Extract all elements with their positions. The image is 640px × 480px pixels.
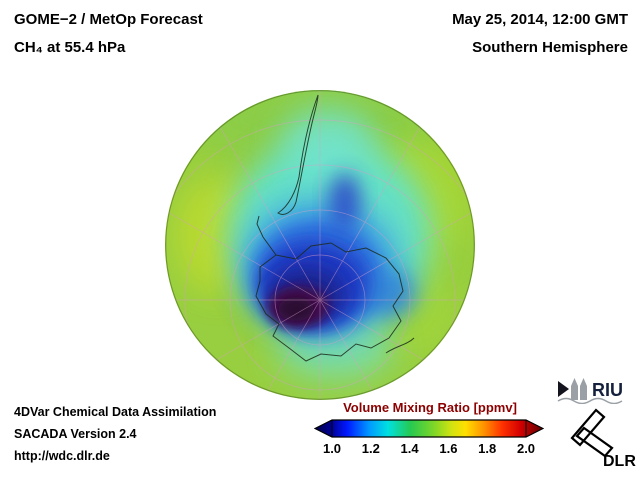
riu-text: RIU xyxy=(592,380,623,400)
header-right: May 25, 2014, 12:00 GMT Southern Hemisph… xyxy=(452,11,628,56)
instrument-title: GOME−2 / MetOp Forecast xyxy=(14,11,203,28)
dlr-text: DLR xyxy=(603,453,636,470)
riu-logo-svg: RIU xyxy=(557,378,623,405)
coastline-antarctica xyxy=(255,242,404,362)
header-left: GOME−2 / MetOp Forecast CH₄ at 55.4 hPa xyxy=(14,11,203,56)
riu-wave-icon xyxy=(557,397,623,405)
colorbar-tick-labels: 1.0 1.2 1.4 1.6 1.8 2.0 xyxy=(314,441,546,457)
coastline-lower-right xyxy=(385,337,415,354)
colorbar-tick-label: 1.4 xyxy=(400,441,419,456)
riu-cathedral-icon xyxy=(571,378,587,400)
colorbar-tick-label: 1.0 xyxy=(322,441,342,456)
version-label: SACADA Version 2.4 xyxy=(14,427,137,441)
dlr-logo: DLR xyxy=(566,404,638,475)
dlr-logo-svg: DLR xyxy=(570,408,636,470)
species-pressure-label: CH₄ at 55.4 hPa xyxy=(14,39,126,56)
colorbar-tick-label: 2.0 xyxy=(516,441,536,456)
url-label: http://wdc.dlr.de xyxy=(14,449,110,463)
hemisphere-map xyxy=(160,85,480,405)
colorbar: Volume Mixing Ratio [ppmv] 1.0 1.2 1.4 1.6 1… xyxy=(314,400,546,457)
globe-svg xyxy=(165,90,475,400)
riu-arrow-icon xyxy=(558,381,569,397)
footer-info: 4DVar Chemical Data Assimilation SACADA … xyxy=(14,401,216,467)
colorbar-tick-label: 1.6 xyxy=(439,441,458,456)
riu-logo: RIU xyxy=(556,374,634,409)
hemisphere-label: Southern Hemisphere xyxy=(472,39,628,56)
coastline-south-america xyxy=(277,94,319,215)
colorbar-gradient-bar xyxy=(314,419,544,438)
globe-rim xyxy=(165,90,475,400)
colorbar-polygon xyxy=(314,419,544,438)
colorbar-tick-label: 1.2 xyxy=(361,441,380,456)
colorbar-tick-label: 1.8 xyxy=(478,441,497,456)
dlr-star-icon xyxy=(570,408,614,458)
colorbar-title: Volume Mixing Ratio [ppmv] xyxy=(343,400,517,415)
assimilation-label: 4DVar Chemical Data Assimilation xyxy=(14,405,217,419)
coastline-antarctic-peninsula xyxy=(256,215,277,256)
datetime-label: May 25, 2014, 12:00 GMT xyxy=(452,11,628,28)
